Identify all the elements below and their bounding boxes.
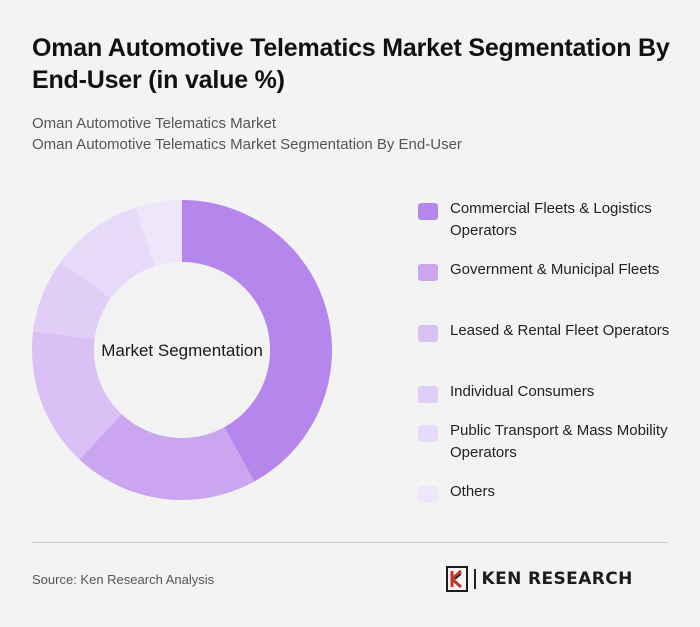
donut-slice-4[interactable]: [33, 261, 111, 339]
legend-swatch: [418, 203, 438, 220]
legend-label: Public Transport & Mass Mobility Operato…: [450, 422, 668, 461]
legend-label: Others: [450, 483, 496, 500]
subtitle-line-2: Oman Automotive Telematics Market Segmen…: [32, 136, 462, 153]
donut-slice-6[interactable]: [135, 200, 182, 267]
legend-swatch: [418, 386, 438, 403]
legend-item-1[interactable]: Commercial Fleets & Logistics Operators: [418, 198, 690, 242]
legend-label: Commercial Fleets & Logistics Operators: [450, 200, 652, 239]
donut-slice-1[interactable]: [182, 200, 333, 482]
ken-research-logo: KEN RESEARCH: [446, 566, 633, 592]
legend-label: Individual Consumers: [450, 383, 595, 400]
footer-divider: [32, 542, 668, 543]
legend-item-6[interactable]: Others: [418, 481, 690, 503]
source-note: Source: Ken Research Analysis: [32, 572, 215, 587]
legend-swatch: [418, 325, 438, 342]
brand-name: KEN RESEARCH: [481, 569, 633, 589]
ken-research-logo-icon: [446, 566, 468, 592]
donut-slice-2[interactable]: [79, 414, 255, 501]
legend-item-4[interactable]: Individual Consumers: [418, 381, 690, 403]
donut-chart-svg: Market Segmentation: [31, 200, 333, 501]
brand-separator: [474, 569, 476, 589]
legend-swatch: [418, 486, 438, 503]
donut-center-label: Market Segmentation: [101, 341, 263, 360]
chart-subtitle: Oman Automotive Telematics Market Oman A…: [32, 113, 672, 155]
chart-title: Oman Automotive Telematics Market Segmen…: [32, 34, 670, 94]
legend-label: Leased & Rental Fleet Operators: [450, 322, 670, 339]
legend-swatch: [418, 425, 438, 442]
donut-chart: Market Segmentation: [31, 199, 333, 501]
legend-item-2[interactable]: Government & Municipal Fleets: [418, 259, 690, 281]
donut-slice-3[interactable]: [31, 331, 122, 460]
donut-center: [94, 262, 270, 438]
legend-item-3[interactable]: Leased & Rental Fleet Operators: [418, 320, 690, 342]
legend-item-5[interactable]: Public Transport & Mass Mobility Operato…: [418, 420, 690, 464]
legend-swatch: [418, 264, 438, 281]
legend-label: Government & Municipal Fleets: [450, 261, 660, 278]
donut-slice-5[interactable]: [60, 207, 155, 299]
subtitle-line-1: Oman Automotive Telematics Market: [32, 115, 276, 132]
